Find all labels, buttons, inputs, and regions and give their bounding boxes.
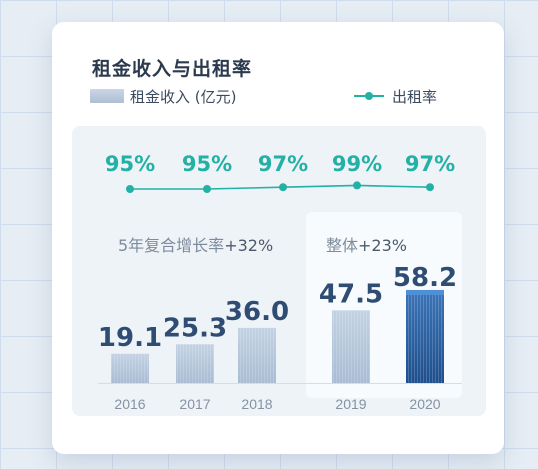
- overall-annotation: 整体+23%: [326, 232, 407, 256]
- bar-texture-2019: [332, 310, 370, 383]
- cagr-annotation: 5年复合增长率+32%: [118, 232, 273, 256]
- rate-value-label: 99%: [332, 152, 382, 176]
- bar-value-label: 58.2: [393, 263, 457, 293]
- rate-point-2017: [203, 185, 211, 193]
- rate-value-label: 95%: [105, 152, 155, 176]
- cagr-value: +32%: [224, 236, 274, 255]
- cagr-text: 5年复合增长率: [118, 236, 225, 255]
- overall-value: +23%: [358, 236, 407, 255]
- x-tick-label: 2018: [241, 396, 272, 412]
- legend-line-label: 出租率: [392, 88, 438, 106]
- legend-line-dot: [365, 92, 373, 100]
- bar-texture-2018: [238, 327, 276, 383]
- legend-bar-swatch: [90, 89, 124, 103]
- rate-point-2020: [426, 183, 434, 192]
- x-tick-label: 2017: [179, 396, 210, 412]
- overall-text: 整体: [326, 236, 359, 255]
- rate-value-label: 97%: [258, 152, 308, 176]
- rate-point-2019: [353, 181, 361, 190]
- x-tick-label: 2019: [335, 396, 366, 412]
- bar-texture-2020: [406, 293, 444, 383]
- bar-value-label: 19.1: [98, 323, 162, 353]
- bar-value-label: 47.5: [319, 279, 383, 309]
- x-tick-label: 2020: [409, 396, 440, 412]
- legend-bar-label: 租金收入 (亿元): [130, 88, 237, 106]
- bar-value-label: 25.3: [163, 313, 227, 343]
- rate-point-2016: [126, 185, 134, 193]
- bar-texture-2017: [176, 344, 214, 383]
- rate-point-2018: [279, 183, 287, 192]
- rate-value-label: 97%: [405, 152, 455, 176]
- bar-cap-2020: [406, 289, 444, 295]
- chart-title: 租金收入与出租率: [92, 58, 253, 80]
- x-tick-label: 2016: [114, 396, 145, 412]
- bar-value-label: 36.0: [225, 297, 289, 327]
- bar-texture-2016: [111, 353, 149, 383]
- rate-value-label: 95%: [182, 152, 232, 176]
